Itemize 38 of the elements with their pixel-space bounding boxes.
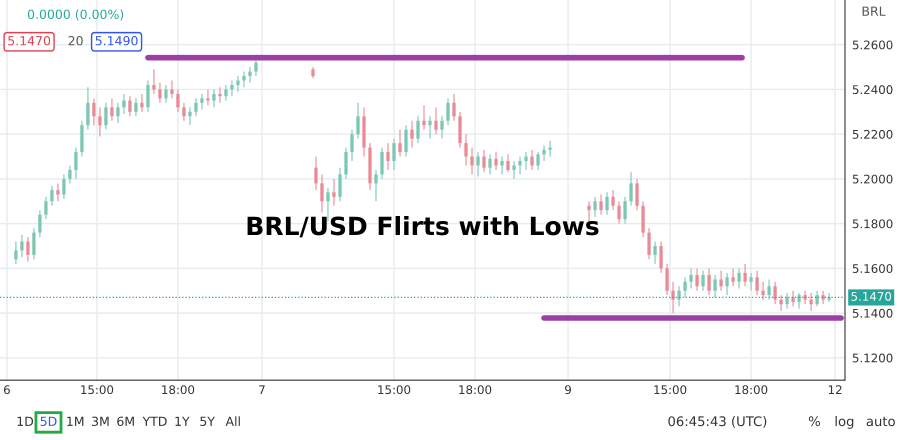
- y-tick-label: 5.2200: [852, 130, 892, 139]
- text: 1M: [67, 416, 84, 426]
- annotation: 5.1490: [96, 36, 138, 46]
- x-tick-label: 15:00: [654, 385, 686, 394]
- x-tick-label: 15:00: [81, 385, 114, 394]
- text: 5D: [40, 416, 57, 426]
- annotation: 5.1470: [8, 36, 50, 46]
- text: log: [836, 416, 854, 429]
- annotation: 20: [68, 36, 83, 46]
- y-tick-label: 5.2600: [852, 40, 892, 50]
- text: 06:45:43 (UTC): [668, 416, 766, 428]
- x-tick-label: 18:00: [459, 385, 492, 394]
- text: auto: [866, 416, 895, 426]
- x-tick-label: 18:00: [162, 385, 194, 394]
- y-tick-label: 5.2000: [852, 174, 892, 184]
- x-tick-label: 18:00: [735, 385, 768, 394]
- y-tick-label: 5.2400: [852, 85, 892, 94]
- annotation: 0.0000 (0.00%): [28, 9, 124, 20]
- x-tick-label: 12: [828, 385, 842, 394]
- x-tick-label: 9: [565, 385, 571, 394]
- text: 5Y: [200, 416, 215, 426]
- ref-line-label: 5.1470: [851, 292, 892, 301]
- text: YTD: [142, 416, 167, 426]
- text: All: [226, 416, 240, 426]
- text: 3M: [92, 416, 109, 426]
- y-tick-label: 5.1800: [852, 219, 892, 228]
- text: BRL: [862, 6, 886, 16]
- text: %: [808, 416, 820, 426]
- y-tick-label: 5.1400: [852, 308, 892, 318]
- text: 1Y: [175, 416, 190, 426]
- x-tick-label: 15:00: [378, 385, 410, 394]
- text: BRL/USD Flirts with Lows: [248, 216, 599, 238]
- x-tick-label: 6: [4, 385, 10, 394]
- x-tick-label: 7: [259, 385, 265, 394]
- y-tick-label: 5.1600: [852, 264, 892, 273]
- text: 6M: [117, 416, 134, 426]
- y-tick-label: 5.1200: [852, 354, 892, 362]
- text: 1D: [18, 416, 34, 426]
